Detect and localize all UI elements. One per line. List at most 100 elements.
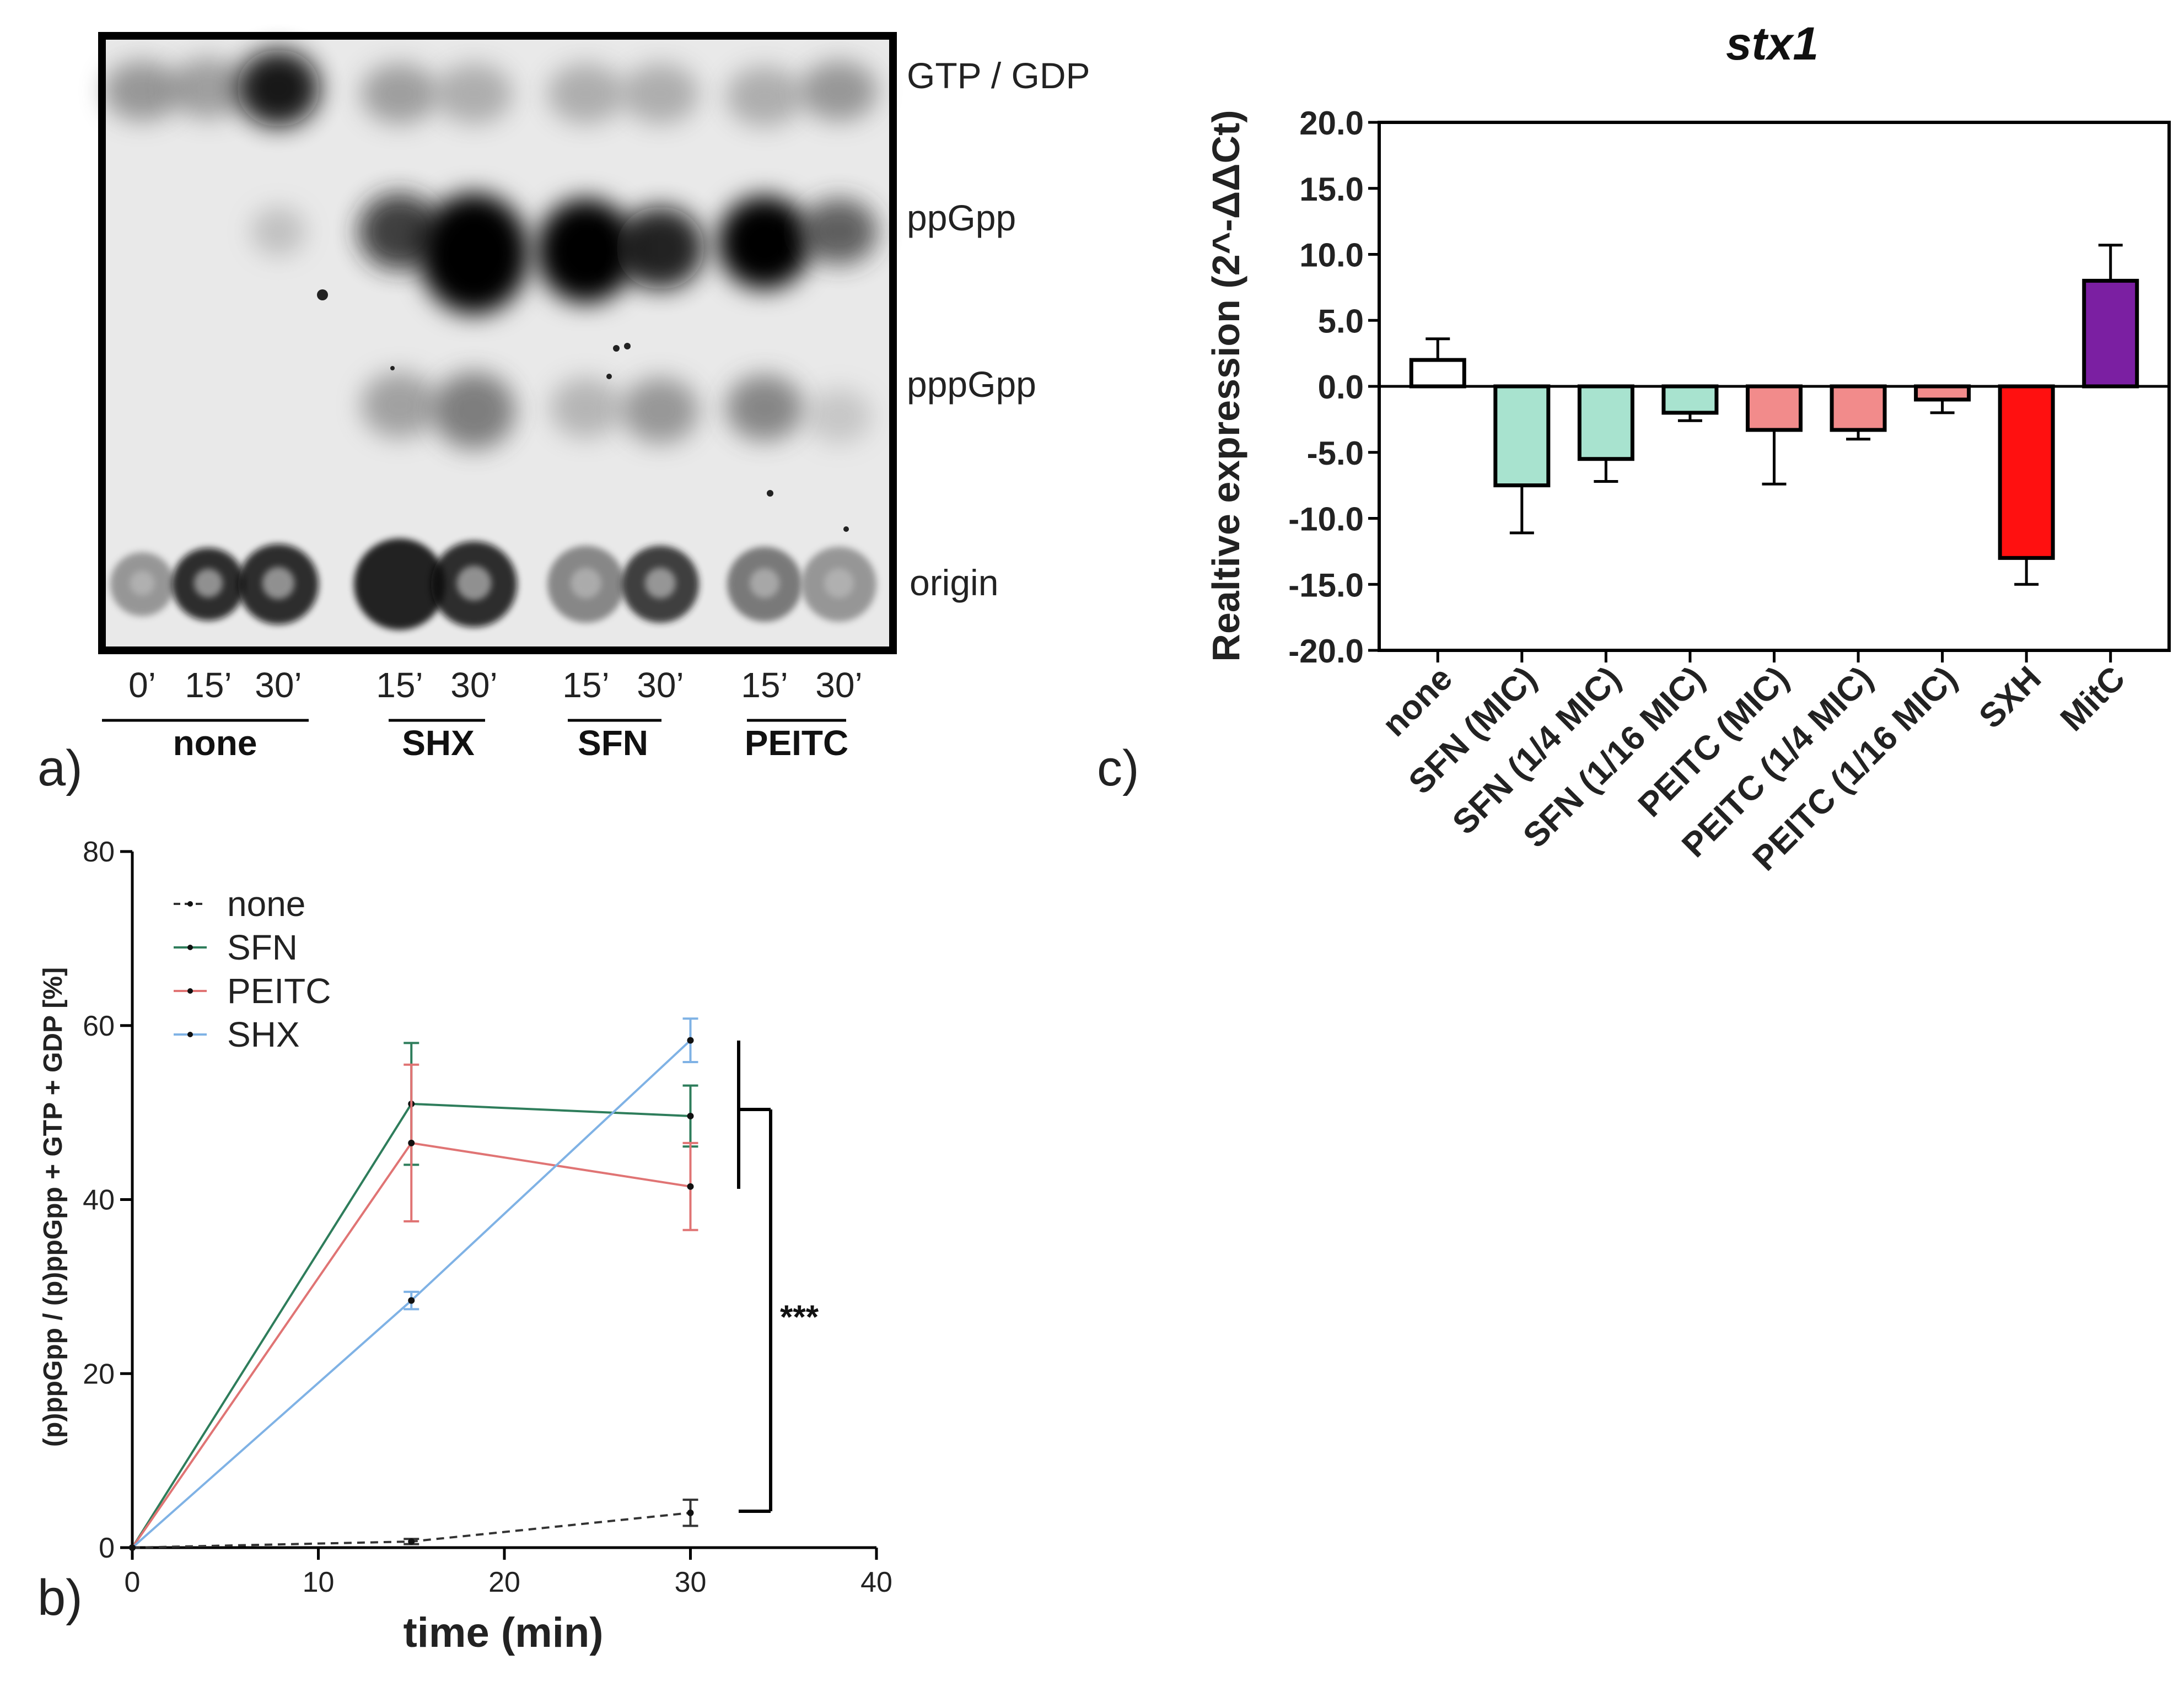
b-data-point (687, 1037, 694, 1044)
b-x-tick-label: 0 (125, 1566, 141, 1598)
band-label-pppgpp: pppGpp (907, 364, 1036, 405)
group-labels: none SHX SFN PEITC (173, 723, 849, 763)
b-data-point (408, 1139, 415, 1146)
panel-c: stx1 20.0 15.0 10.0 5.0 0.0 -5.0 -10.0 -15.0 -20… (1097, 18, 2171, 878)
band-label-ppgpp: ppGpp (907, 197, 1016, 238)
c-bar-2 (1493, 384, 1551, 488)
tlc-origin-spot-center (130, 570, 155, 596)
tlc-spot (170, 58, 247, 118)
b-series (129, 1017, 698, 1551)
c-y-tick-label: 15.0 (1299, 171, 1364, 208)
b-data-point (687, 1112, 694, 1119)
c-y-axis-label: Realtive expression (2^-ΔΔCt) (1204, 110, 1247, 661)
tlc-origin-spot-center (750, 568, 779, 598)
c-bars (1409, 244, 2139, 586)
c-y-tick-label: 10.0 (1299, 237, 1364, 274)
c-x-tick-label: SXH (1972, 659, 2048, 736)
tlc-spot (806, 389, 872, 444)
band-label-gtp-gdp: GTP / GDP (907, 55, 1090, 96)
b-data-point (687, 1509, 694, 1516)
c-y-tick-label: 5.0 (1318, 303, 1364, 340)
tlc-origin-spot-center (645, 568, 676, 599)
c-bar-6 (1830, 384, 1887, 432)
tlc-speck (606, 374, 612, 379)
tlc-speck (613, 345, 620, 352)
lane-label: 30’ (815, 665, 862, 705)
c-bar-4 (1661, 384, 1719, 415)
panel-b-label: b) (37, 1570, 83, 1626)
c-y-tick-label: 0.0 (1318, 369, 1364, 406)
tlc-speck (843, 526, 849, 532)
tlc-spot (800, 61, 878, 121)
legend-label-sfn: SFN (227, 928, 298, 967)
tlc-spot (726, 375, 803, 441)
c-y-tick-label: -20.0 (1288, 633, 1364, 670)
lane-label: 30’ (255, 665, 302, 705)
b-x-tick-label: 40 (860, 1566, 892, 1598)
b-y-axis-label: (p)ppGpp / (p)ppGpp + GTP + GDP [%] (39, 967, 68, 1447)
c-bar-8 (1998, 384, 2055, 560)
c-y-tick-label: -15.0 (1288, 567, 1364, 604)
panel-a-label: a) (37, 740, 83, 796)
tlc-spot (726, 66, 803, 127)
tlc-origin-spot-center (262, 567, 295, 600)
tlc-spot (361, 63, 438, 124)
lane-labels: 0’ 15’ 30’ 15’ 30’ 15’ 30’ 15’ 30’ (128, 665, 863, 705)
tlc-spots (104, 50, 878, 630)
b-data-point (408, 1297, 415, 1304)
tlc-frame (98, 32, 897, 654)
tlc-spot (536, 198, 636, 303)
legend-label-none: none (227, 884, 305, 924)
c-bar-3 (1577, 384, 1634, 461)
significance-stars: *** (780, 1299, 819, 1335)
legend-marker (187, 988, 193, 994)
tlc-spot (433, 372, 515, 449)
tlc-spot (622, 378, 699, 444)
tlc-speck (317, 289, 328, 300)
panel-c-label: c) (1097, 740, 1139, 796)
b-y-tick-label: 20 (83, 1358, 115, 1390)
lane-label: 0’ (128, 665, 156, 705)
tlc-origin-spot-center (571, 568, 601, 599)
b-data-point (687, 1183, 694, 1190)
tlc-spot (237, 50, 320, 127)
legend-label-shx: SHX (227, 1015, 300, 1054)
c-y-tick-label: -5.0 (1307, 435, 1364, 472)
legend-label-peitc: PEITC (227, 971, 331, 1011)
b-x-tick-label: 30 (675, 1566, 707, 1598)
tlc-speck (767, 490, 773, 497)
lane-label: 30’ (450, 665, 497, 705)
b-data-point (408, 1538, 415, 1545)
c-bar-7 (1914, 384, 1971, 402)
b-y-tick-label: 0 (99, 1532, 115, 1564)
group-label-shx: SHX (402, 723, 475, 763)
group-label-peitc: PEITC (745, 723, 848, 763)
b-y-tick-label: 60 (83, 1010, 115, 1042)
b-x-tick-label: 10 (303, 1566, 335, 1598)
c-y-tick-label: -10.0 (1288, 501, 1364, 538)
c-y-tick-label: 20.0 (1299, 105, 1364, 142)
tlc-origin-spot-center (193, 568, 223, 598)
legend-marker (187, 945, 193, 950)
panel-b: 0 20 40 60 80 0 10 20 30 40 none SFN PEITC SHX *** t… (37, 836, 892, 1656)
tlc-spot (435, 63, 513, 124)
b-y-tick-label: 40 (83, 1184, 115, 1216)
lane-label: 15’ (562, 665, 609, 705)
b-axes: 0 20 40 60 80 0 10 20 30 40 (83, 836, 892, 1598)
b-x-axis-label: time (min) (403, 1609, 603, 1656)
tlc-origin-spot (354, 538, 445, 630)
tlc-spot (550, 378, 622, 438)
c-chart-title: stx1 (1726, 18, 1819, 69)
c-bar-9 (2082, 278, 2139, 389)
group-label-sfn: SFN (578, 723, 648, 763)
c-bar-5 (1746, 384, 1803, 432)
tlc-spot (104, 61, 181, 121)
tlc-spot (622, 63, 699, 124)
b-x-tick-label: 20 (488, 1566, 520, 1598)
tlc-spot (419, 193, 529, 314)
band-label-origin: origin (910, 562, 998, 603)
tlc-speck (624, 343, 631, 349)
legend-marker (187, 901, 193, 907)
tlc-spot (800, 198, 878, 265)
